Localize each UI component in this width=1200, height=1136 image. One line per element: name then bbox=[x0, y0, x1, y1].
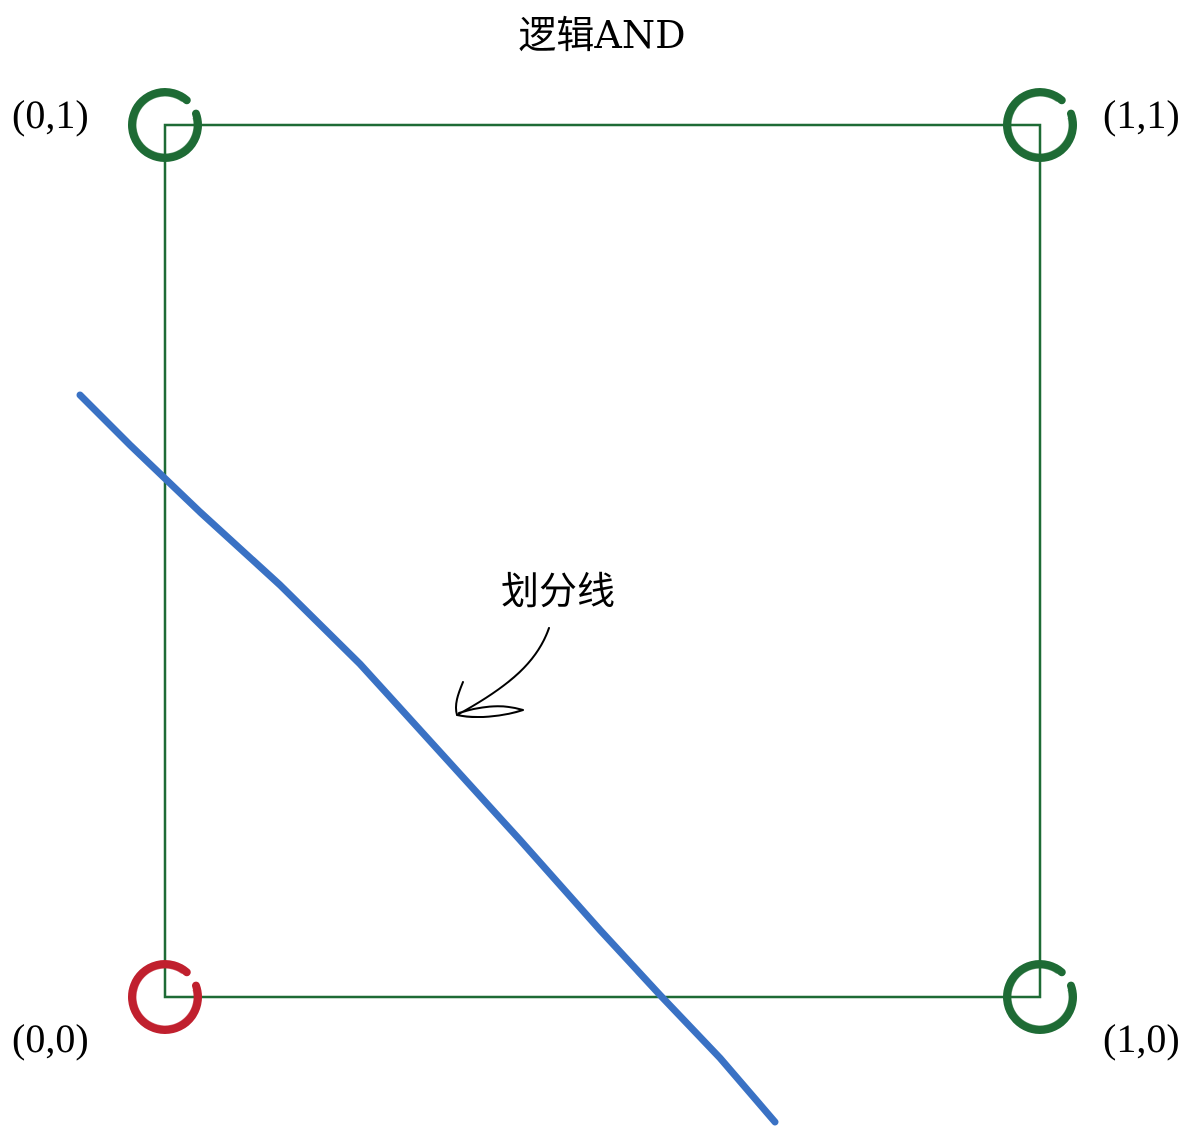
point-marker-1-0 bbox=[1003, 960, 1077, 1034]
point-ring-texture bbox=[1008, 93, 1072, 157]
diagram-title: 逻辑AND bbox=[518, 13, 685, 57]
point-marker-0-0 bbox=[128, 960, 202, 1034]
point-marker-1-1 bbox=[1003, 88, 1077, 162]
label-point-0-0: (0,0) bbox=[12, 1016, 89, 1061]
label-point-1-0: (1,0) bbox=[1103, 1016, 1180, 1061]
label-point-1-1: (1,1) bbox=[1103, 92, 1180, 137]
annotation-arrow bbox=[454, 627, 550, 719]
point-ring bbox=[1003, 88, 1077, 162]
annotation-arrow-head bbox=[454, 681, 524, 719]
point-ring bbox=[1003, 960, 1077, 1034]
point-ring-texture bbox=[1008, 965, 1072, 1029]
point-marker-0-1 bbox=[128, 88, 202, 162]
dividing-line-stroke bbox=[76, 391, 779, 1126]
point-ring bbox=[128, 960, 202, 1034]
point-ring bbox=[128, 88, 202, 162]
point-ring-texture bbox=[133, 965, 197, 1029]
label-point-0-1: (0,1) bbox=[12, 92, 89, 137]
points-layer bbox=[128, 88, 1077, 1034]
dividing-line bbox=[76, 391, 779, 1126]
dividing-line-annotation: 划分线 bbox=[501, 569, 615, 613]
unit-square bbox=[163, 123, 1042, 999]
annotation-arrow-shaft bbox=[456, 627, 550, 716]
dividing-line-texture bbox=[82, 395, 774, 1120]
point-ring-texture bbox=[133, 93, 197, 157]
